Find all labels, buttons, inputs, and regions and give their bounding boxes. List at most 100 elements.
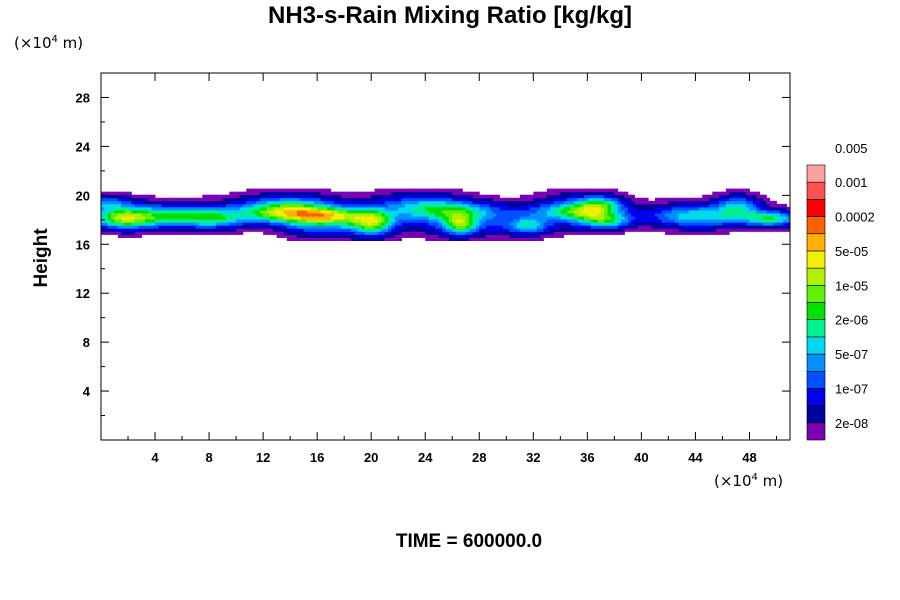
field-cell [246, 210, 251, 214]
field-cell [293, 219, 298, 223]
field-cell [134, 234, 139, 238]
field-cell [526, 200, 531, 205]
field-cell [219, 228, 223, 232]
field-cell [611, 219, 615, 223]
field-cell [411, 203, 416, 208]
field-cell [415, 228, 419, 232]
field-cell [111, 222, 115, 226]
field-cell [239, 194, 244, 199]
field-cell [371, 197, 375, 202]
field-cell [303, 237, 308, 241]
field-cell [205, 222, 210, 226]
field-cell [117, 194, 122, 199]
field-cell [431, 228, 436, 232]
field-cell [560, 197, 565, 202]
field-cell [209, 203, 213, 208]
field-cell [347, 219, 352, 223]
field-cell [594, 200, 598, 205]
field-cell [188, 216, 193, 220]
field-cell [198, 231, 203, 235]
colorbar: 2e-081e-075e-072e-061e-055e-050.00020.00… [806, 141, 875, 441]
field-cell [482, 222, 487, 226]
field-cell [695, 216, 700, 220]
field-cell [347, 222, 352, 226]
field-cell [445, 188, 450, 193]
field-cell [334, 216, 338, 220]
field-cell [587, 206, 592, 211]
field-cell [411, 234, 416, 238]
field-cell [276, 228, 281, 232]
field-cell [337, 222, 342, 226]
field-cell [317, 228, 321, 232]
field-cell [256, 213, 261, 217]
field-cell [533, 216, 538, 220]
field-cell [225, 203, 230, 208]
field-cell [708, 222, 713, 226]
field-cell [705, 194, 710, 199]
field-cell [259, 194, 264, 199]
field-cell [175, 213, 180, 217]
field-cell [128, 197, 132, 202]
field-cell [631, 219, 636, 223]
field-cell [428, 228, 433, 232]
field-cell [533, 219, 538, 223]
field-cell [323, 225, 328, 229]
field-cell [121, 216, 126, 220]
field-cell [600, 194, 605, 199]
field-cell [722, 200, 727, 205]
field-cell [141, 203, 146, 208]
field-cell [310, 194, 315, 199]
field-cell [398, 225, 402, 229]
field-cell [219, 225, 223, 229]
field-cell [519, 222, 524, 226]
field-cell [195, 206, 200, 211]
field-cell [357, 210, 362, 214]
field-cell [759, 213, 764, 217]
field-cell [762, 228, 767, 232]
field-cell [340, 228, 345, 232]
field-cell [560, 216, 565, 220]
field-cell [732, 228, 737, 232]
field-cell [621, 231, 625, 235]
field-cell [276, 231, 281, 235]
field-cell [570, 210, 575, 214]
field-cell [225, 200, 230, 205]
field-cell [641, 206, 646, 211]
field-cell [715, 222, 720, 226]
field-cell [266, 188, 271, 193]
field-cell [354, 213, 359, 217]
field-cell [766, 206, 771, 211]
field-cell [104, 225, 109, 229]
field-cell [597, 210, 602, 214]
field-cell [364, 234, 369, 238]
field-cell [617, 216, 622, 220]
field-cell [563, 219, 568, 223]
field-cell [418, 194, 423, 199]
field-cell [252, 206, 257, 211]
field-cell [148, 197, 153, 202]
field-cell [516, 231, 521, 235]
field-cell [320, 225, 325, 229]
field-cell [239, 200, 244, 205]
field-cell [249, 194, 254, 199]
field-cell [570, 197, 575, 202]
field-cell [192, 222, 196, 226]
field-cell [188, 219, 193, 223]
field-cell [178, 228, 183, 232]
field-cell [178, 222, 183, 226]
field-cell [492, 219, 497, 223]
field-cell [465, 222, 470, 226]
field-cell [752, 228, 757, 232]
field-cell [465, 228, 470, 232]
field-cell [350, 225, 355, 229]
field-cell [259, 191, 264, 196]
field-cell [273, 213, 278, 217]
field-cell [283, 213, 288, 217]
field-cell [242, 203, 247, 208]
field-cell [357, 194, 362, 199]
field-cell [546, 228, 551, 232]
field-cell [313, 210, 318, 214]
field-cell [337, 228, 342, 232]
field-cell [746, 197, 750, 202]
field-cell [415, 234, 419, 238]
